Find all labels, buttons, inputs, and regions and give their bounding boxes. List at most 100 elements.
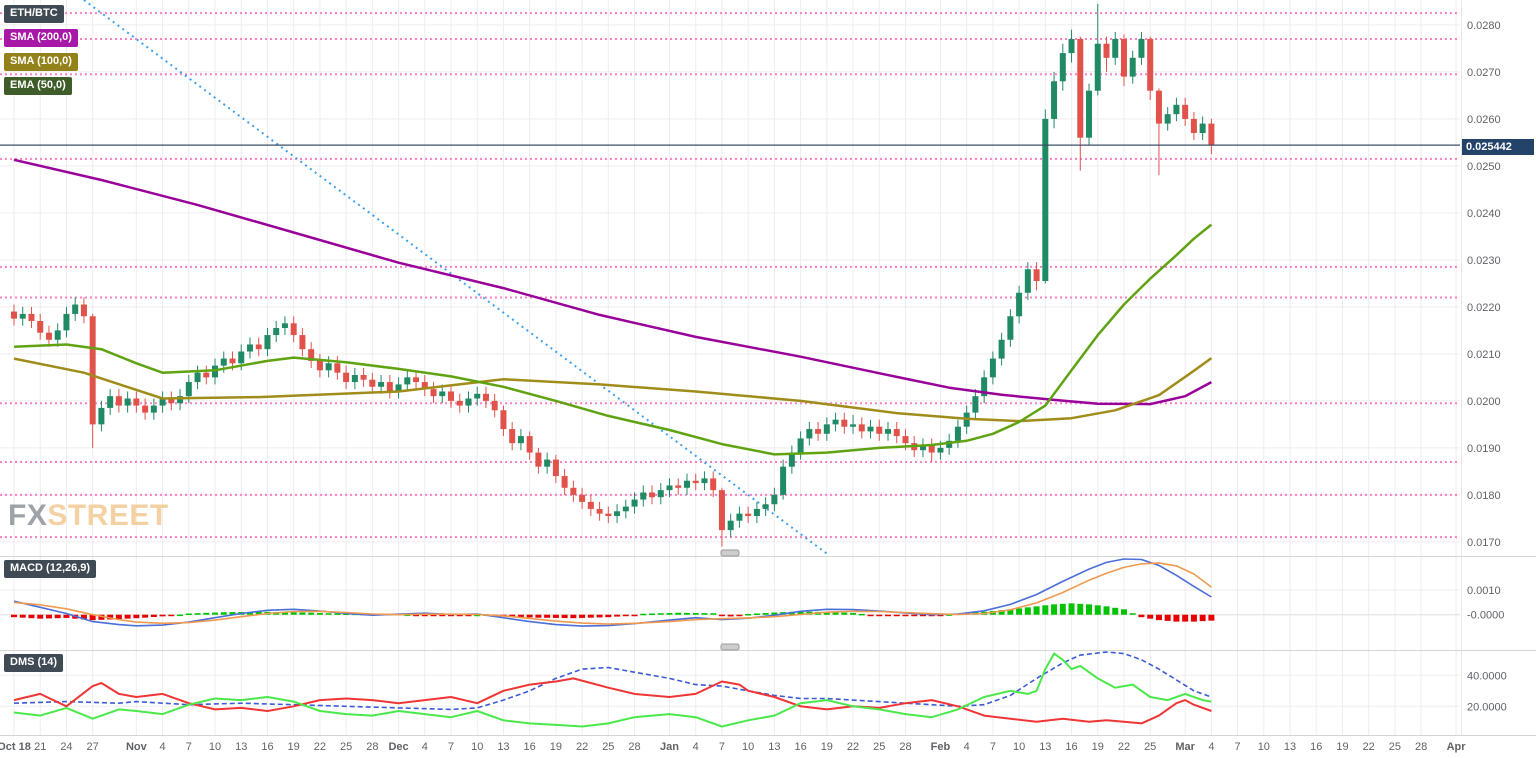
svg-text:22: 22 xyxy=(1118,741,1130,753)
svg-text:0.0220: 0.0220 xyxy=(1467,302,1501,314)
macd-badge[interactable]: MACD (12,26,9) xyxy=(4,560,97,578)
svg-text:22: 22 xyxy=(1363,741,1375,753)
sma200-badge[interactable]: SMA (200,0) xyxy=(4,29,78,47)
svg-text:4: 4 xyxy=(693,741,699,753)
frame-layer xyxy=(0,0,1536,736)
svg-text:0.0260: 0.0260 xyxy=(1467,114,1501,126)
svg-text:Feb: Feb xyxy=(931,741,951,753)
svg-text:28: 28 xyxy=(899,741,911,753)
svg-text:4: 4 xyxy=(964,741,970,753)
panel-handles[interactable] xyxy=(720,549,740,651)
svg-text:40.0000: 40.0000 xyxy=(1467,670,1507,682)
svg-text:7: 7 xyxy=(719,741,725,753)
svg-text:16: 16 xyxy=(261,741,273,753)
svg-text:Jan: Jan xyxy=(660,741,679,753)
svg-text:19: 19 xyxy=(821,741,833,753)
moving-averages-layer xyxy=(13,158,1213,456)
svg-text:0.0010: 0.0010 xyxy=(1467,585,1501,597)
svg-text:25: 25 xyxy=(873,741,885,753)
watermark-fx: FX xyxy=(8,499,48,532)
svg-text:10: 10 xyxy=(209,741,221,753)
dms-collapse-handle[interactable] xyxy=(720,643,740,651)
svg-text:7: 7 xyxy=(1235,741,1241,753)
sma200-line xyxy=(13,158,1212,406)
svg-text:19: 19 xyxy=(1336,741,1348,753)
svg-text:7: 7 xyxy=(186,741,192,753)
svg-text:10: 10 xyxy=(742,741,754,753)
grid-layer xyxy=(0,0,1460,735)
svg-text:Nov: Nov xyxy=(126,741,148,753)
svg-text:28: 28 xyxy=(366,741,378,753)
svg-text:16: 16 xyxy=(1065,741,1077,753)
axis-layer[interactable]: 0.0280 0.0270 0.0260 0.0250 0.0240 0.0230 0.02… xyxy=(0,20,1507,753)
svg-text:4: 4 xyxy=(160,741,166,753)
svg-text:0.0190: 0.0190 xyxy=(1467,443,1501,455)
svg-text:Dec: Dec xyxy=(388,741,408,753)
svg-text:16: 16 xyxy=(1310,741,1322,753)
svg-text:16: 16 xyxy=(524,741,536,753)
svg-text:0.0210: 0.0210 xyxy=(1467,349,1501,361)
svg-text:25: 25 xyxy=(602,741,614,753)
svg-text:19: 19 xyxy=(550,741,562,753)
ema50-line xyxy=(13,223,1213,456)
svg-text:Apr: Apr xyxy=(1447,741,1467,753)
svg-text:Mar: Mar xyxy=(1175,741,1195,753)
svg-text:19: 19 xyxy=(1092,741,1104,753)
svg-text:16: 16 xyxy=(794,741,806,753)
candles-layer[interactable] xyxy=(11,3,1215,547)
watermark-street: STREET xyxy=(47,499,169,532)
svg-text:10: 10 xyxy=(471,741,483,753)
support-resistance-layer[interactable] xyxy=(0,12,1460,539)
svg-text:10: 10 xyxy=(1013,741,1025,753)
svg-text:0.0200: 0.0200 xyxy=(1467,396,1501,408)
macd-line xyxy=(13,558,1212,627)
svg-text:7: 7 xyxy=(990,741,996,753)
svg-text:22: 22 xyxy=(314,741,326,753)
symbol-badge[interactable]: ETH/BTC xyxy=(4,5,64,23)
fxstreet-watermark: FXSTREET xyxy=(8,499,169,533)
svg-text:0.0180: 0.0180 xyxy=(1467,490,1501,502)
svg-text:0.0240: 0.0240 xyxy=(1467,208,1501,220)
sma100-badge[interactable]: SMA (100,0) xyxy=(4,53,78,71)
svg-text:Oct 18: Oct 18 xyxy=(0,741,31,753)
svg-text:13: 13 xyxy=(1284,741,1296,753)
svg-text:10: 10 xyxy=(1258,741,1270,753)
svg-text:13: 13 xyxy=(768,741,780,753)
svg-text:7: 7 xyxy=(448,741,454,753)
svg-text:0.0230: 0.0230 xyxy=(1467,255,1501,267)
svg-text:28: 28 xyxy=(628,741,640,753)
macd-collapse-handle[interactable] xyxy=(720,549,740,557)
svg-text:24: 24 xyxy=(60,741,72,753)
dms-layer xyxy=(13,651,1212,728)
svg-text:20.0000: 20.0000 xyxy=(1467,701,1507,713)
svg-text:25: 25 xyxy=(340,741,352,753)
svg-text:0.0270: 0.0270 xyxy=(1467,67,1501,79)
sma100-line xyxy=(13,357,1213,423)
svg-text:13: 13 xyxy=(235,741,247,753)
svg-text:28: 28 xyxy=(1415,741,1427,753)
svg-text:22: 22 xyxy=(847,741,859,753)
macd-layer xyxy=(0,558,1460,627)
minus-di-line xyxy=(13,677,1212,725)
svg-text:22: 22 xyxy=(576,741,588,753)
last-price-badge: 0.025442 xyxy=(1462,139,1534,155)
svg-text:-0.0000: -0.0000 xyxy=(1467,610,1504,622)
svg-text:21: 21 xyxy=(34,741,46,753)
svg-text:13: 13 xyxy=(1039,741,1051,753)
svg-text:4: 4 xyxy=(1208,741,1214,753)
svg-text:19: 19 xyxy=(288,741,300,753)
svg-text:25: 25 xyxy=(1144,741,1156,753)
svg-text:0.0170: 0.0170 xyxy=(1467,537,1501,549)
svg-text:4: 4 xyxy=(422,741,428,753)
adx-line xyxy=(13,651,1212,711)
ema50-badge[interactable]: EMA (50,0) xyxy=(4,77,72,95)
dms-badge[interactable]: DMS (14) xyxy=(4,654,64,672)
svg-text:0.0250: 0.0250 xyxy=(1467,161,1501,173)
macd-signal-line xyxy=(13,562,1212,625)
svg-text:25: 25 xyxy=(1389,741,1401,753)
svg-text:27: 27 xyxy=(87,741,99,753)
svg-text:13: 13 xyxy=(497,741,509,753)
svg-text:0.0280: 0.0280 xyxy=(1467,20,1501,32)
